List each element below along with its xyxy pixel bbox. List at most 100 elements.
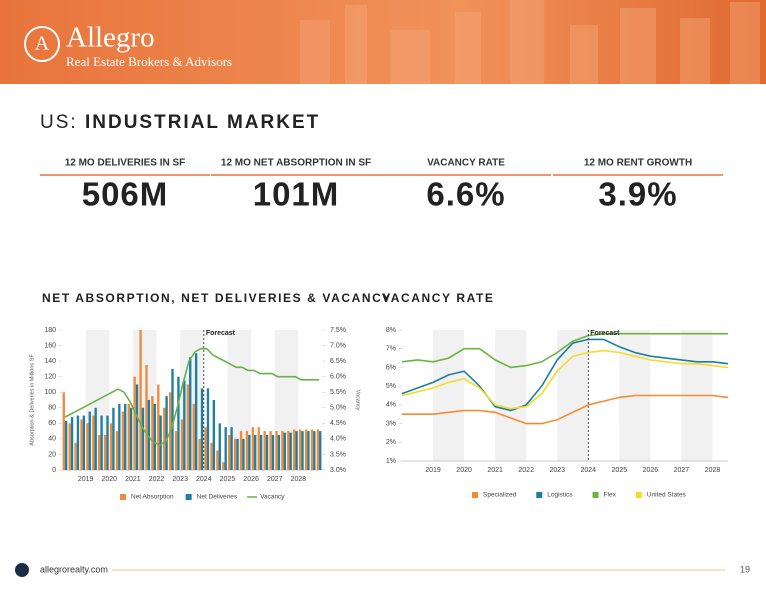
bar — [98, 435, 101, 470]
bar — [200, 388, 204, 470]
year-band — [557, 330, 589, 461]
bar — [269, 431, 272, 470]
x-tick-label: 2019 — [78, 476, 94, 483]
x-tick-label: 2028 — [291, 476, 307, 483]
bar — [236, 438, 239, 470]
bar — [86, 423, 89, 470]
bar — [287, 431, 290, 470]
footer-site: allegrorealty.com — [40, 564, 108, 574]
page-title: US: INDUSTRIAL MARKET — [40, 112, 320, 133]
y-tick-label: 4% — [386, 402, 396, 409]
kpi-label: 12 MO DELIVERIES IN SF — [65, 158, 186, 169]
x-tick-label: 2019 — [425, 467, 441, 474]
y2-tick-label: 3.0% — [330, 467, 346, 474]
y-axis-label: Absorption & Deliveries in Millions SF — [29, 354, 35, 446]
bar — [257, 427, 260, 470]
y2-tick-label: 6.0% — [330, 374, 346, 381]
bar — [62, 392, 65, 470]
bar — [88, 411, 91, 470]
x-tick-label: 2022 — [518, 467, 534, 474]
y-tick-label: 160 — [44, 342, 56, 349]
bar — [100, 415, 103, 470]
series-line — [402, 394, 729, 425]
bar — [251, 427, 255, 470]
kpi-label: 12 MO RENT GROWTH — [584, 158, 692, 169]
y-tick-label: 120 — [44, 374, 56, 381]
x-tick-label: 2027 — [267, 476, 283, 483]
bar — [135, 384, 139, 470]
bar — [147, 400, 151, 470]
bar — [177, 376, 180, 470]
legend-swatch — [635, 492, 642, 498]
bar — [192, 403, 195, 470]
bar — [109, 423, 113, 470]
y2-tick-label: 3.5% — [330, 451, 346, 458]
y2-tick-label: 4.5% — [330, 420, 346, 427]
y-tick-label: 40 — [48, 436, 56, 443]
legend-label: Flex — [604, 492, 617, 499]
brand: Allegro — [66, 22, 155, 54]
section-title: VACANCY RATE — [382, 291, 495, 305]
year-band — [433, 330, 465, 461]
bar — [124, 403, 127, 470]
kpi-value: 3.9% — [598, 176, 677, 213]
bar — [204, 427, 207, 470]
bar — [222, 462, 225, 470]
kpi-value: 6.6% — [426, 176, 505, 213]
y-tick-label: 180 — [44, 327, 56, 334]
y-tick-label: 6% — [386, 364, 396, 371]
banner-skyline — [300, 0, 760, 84]
bar — [218, 423, 221, 470]
series-line — [401, 349, 729, 410]
bar — [233, 438, 237, 470]
bar — [129, 407, 133, 470]
bar — [216, 450, 219, 470]
x-tick-label: 2023 — [549, 467, 565, 474]
y2-tick-label: 4.0% — [330, 436, 346, 443]
bar — [121, 411, 125, 470]
bar — [254, 435, 257, 470]
bar — [157, 384, 160, 470]
y2-tick-label: 7.5% — [330, 327, 346, 334]
bar — [298, 429, 302, 470]
x-tick-label: 2021 — [125, 476, 141, 483]
x-tick-label: 2020 — [101, 476, 117, 483]
y-tick-label: 0 — [52, 467, 56, 474]
y-tick-label: 60 — [48, 420, 56, 427]
bar — [319, 431, 322, 470]
bar — [92, 415, 95, 470]
bar — [248, 435, 251, 470]
bar — [80, 419, 83, 470]
legend-label: Net Absorption — [131, 494, 174, 501]
bar — [316, 429, 320, 470]
y-tick-label: 20 — [48, 451, 56, 458]
bar — [313, 431, 316, 470]
y-tick-label: 80 — [48, 405, 56, 412]
x-tick-label: 2026 — [643, 467, 659, 474]
bar — [139, 330, 142, 470]
banner — [0, 0, 766, 84]
legend-swatch — [472, 492, 478, 498]
bar — [180, 419, 184, 470]
x-tick-label: 2024 — [580, 467, 596, 474]
bar — [277, 435, 281, 470]
series-line — [401, 332, 728, 369]
footer-logo — [15, 563, 29, 577]
bar — [68, 423, 71, 470]
bar — [194, 353, 198, 470]
x-tick-label: 2028 — [705, 467, 721, 474]
kpi-label: 12 MO NET ABSORPTION IN SF — [221, 158, 371, 169]
legend-swatch — [536, 492, 543, 498]
y-tick-label: 2% — [386, 439, 396, 446]
legend-swatch — [185, 494, 192, 500]
x-tick-label: 2025 — [612, 467, 628, 474]
bar — [293, 429, 296, 470]
bar — [242, 438, 245, 470]
x-tick-label: 2024 — [196, 476, 212, 483]
bar — [206, 388, 210, 470]
y-tick-label: 7% — [386, 346, 396, 353]
legend-label: Vacancy — [260, 494, 285, 501]
bar — [118, 403, 121, 470]
title-prefix: US: — [40, 112, 78, 133]
